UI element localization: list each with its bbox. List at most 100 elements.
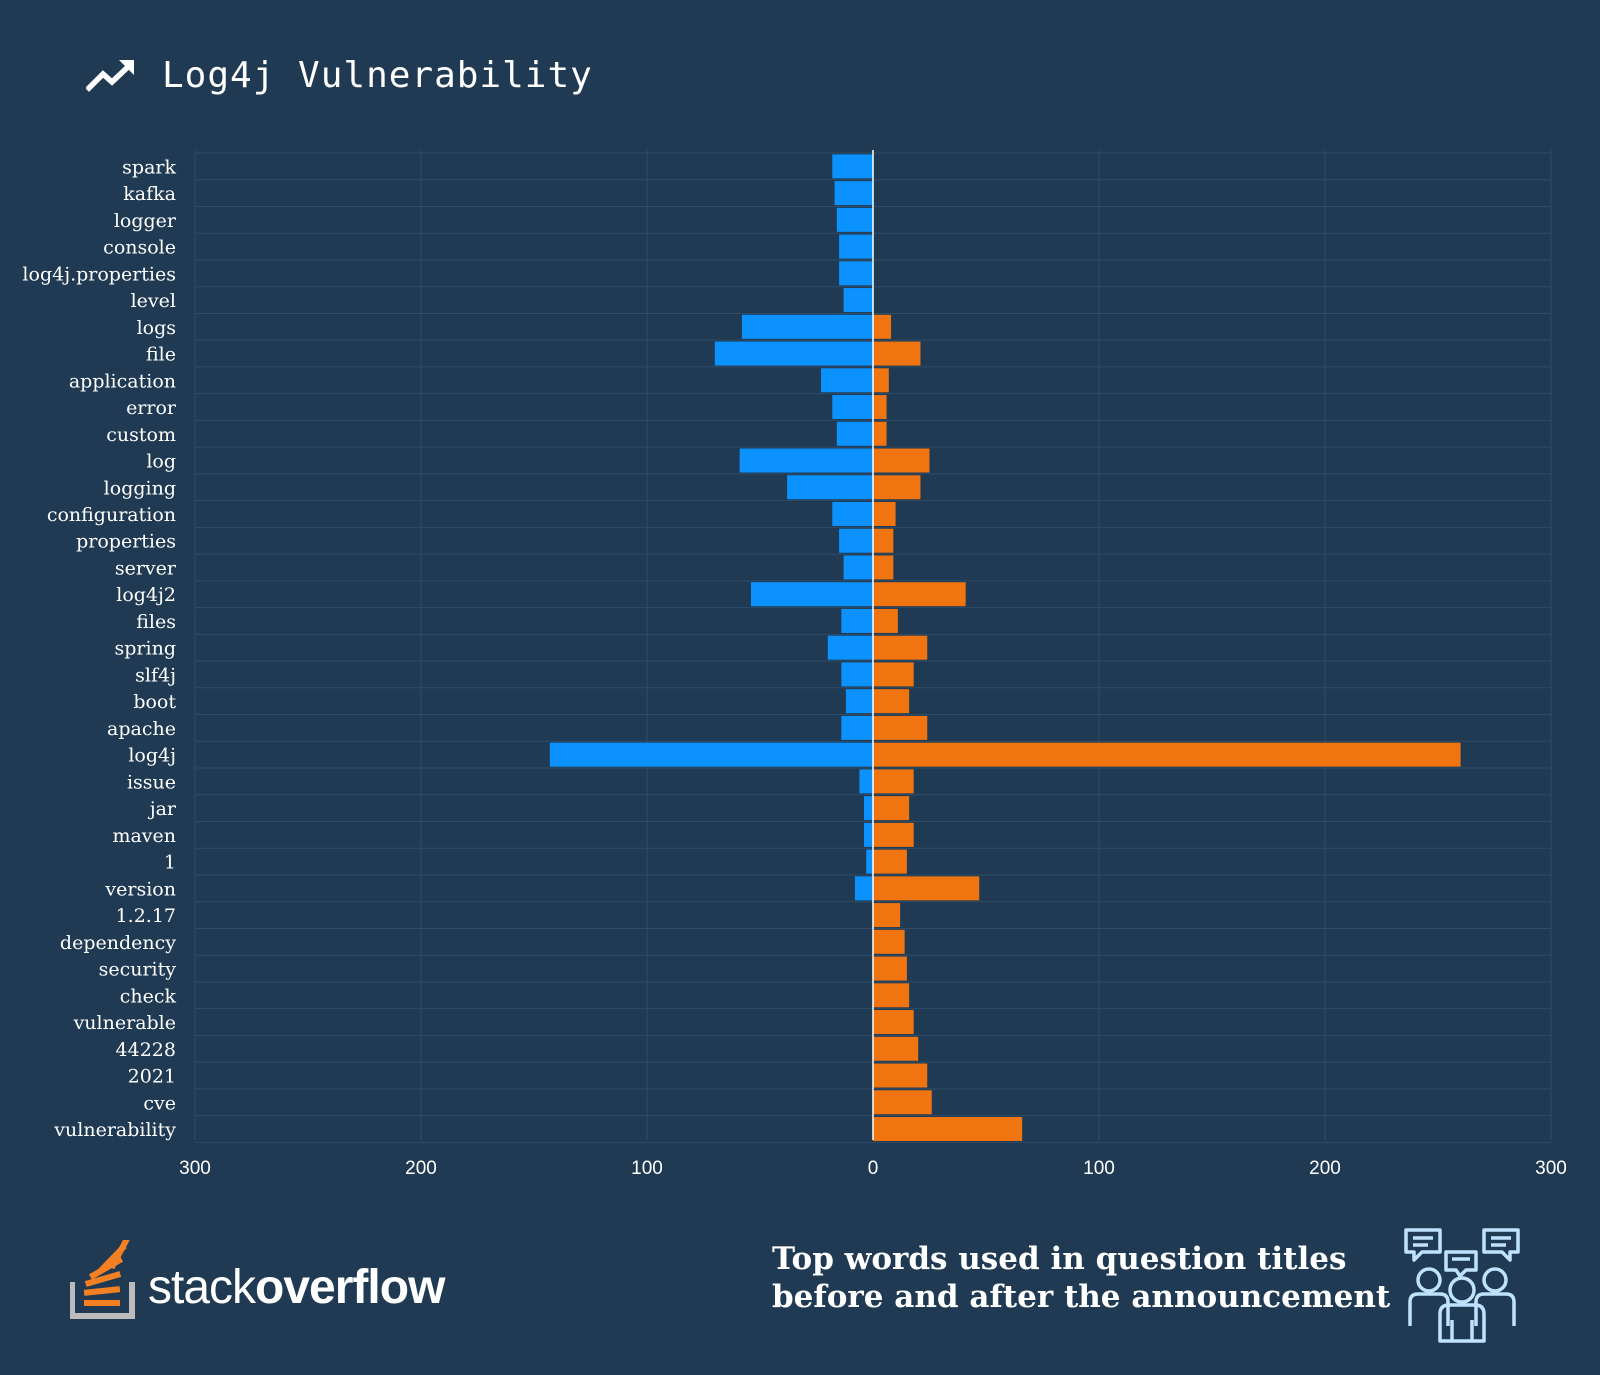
x-tick-label: 100	[1083, 1158, 1115, 1179]
x-tick-label: 200	[405, 1158, 437, 1179]
category-label: console	[103, 237, 176, 259]
bar-before-application	[821, 368, 873, 393]
category-label: check	[120, 985, 177, 1007]
category-label: 1	[164, 852, 176, 874]
bar-after-slf4j	[873, 662, 914, 687]
bar-before-apache	[841, 715, 873, 740]
category-label: spring	[115, 638, 176, 660]
bar-before-logs	[741, 314, 873, 339]
category-label: cve	[143, 1092, 176, 1114]
category-label: log	[146, 451, 176, 473]
chart-title: Log4j Vulnerability	[162, 54, 593, 96]
x-tick-label: 300	[179, 1158, 211, 1179]
stack-overflow-mark-icon	[70, 1240, 135, 1319]
stack-overflow-logo: stackoverflow	[70, 1240, 445, 1320]
bar-after-dependency	[873, 929, 905, 954]
bar-after-log4j2	[873, 582, 966, 607]
bar-after-vulnerability	[873, 1117, 1023, 1142]
bar-before-log4j2	[750, 582, 873, 607]
bar-before-boot	[845, 689, 873, 714]
bar-after-issue	[873, 769, 914, 794]
category-label: vulnerability	[53, 1119, 176, 1141]
category-label: 1.2.17	[116, 905, 176, 927]
bar-before-server	[843, 555, 873, 580]
bar-after-log	[873, 448, 930, 473]
bar-before-maven	[863, 822, 873, 847]
bar-after-custom	[873, 421, 887, 446]
bar-before-error	[832, 395, 873, 420]
category-label: boot	[133, 691, 176, 713]
x-tick-labels: 300 200 100 0 100 200 300	[179, 1158, 1567, 1179]
category-label: kafka	[123, 183, 176, 205]
category-label: level	[131, 290, 176, 312]
bar-before-console	[839, 234, 873, 259]
bar-before-log4j.properties	[839, 261, 873, 286]
chart-caption: Top words used in question titles before…	[772, 1240, 1390, 1316]
bar-after-file	[873, 341, 921, 366]
chart-header: Log4j Vulnerability	[86, 50, 593, 100]
bar-after-44228	[873, 1036, 919, 1061]
caption-line-1: Top words used in question titles	[772, 1241, 1347, 1277]
diverging-bar-chart: spark kafka logger console log4j.properties l…	[22, 150, 1567, 1179]
bar-before-spring	[827, 635, 873, 660]
bar-before-files	[841, 608, 873, 633]
bar-before-properties	[839, 528, 873, 553]
bar-after-logs	[873, 314, 892, 339]
x-tick-label: 200	[1309, 1158, 1341, 1179]
bar-before-log	[739, 448, 873, 473]
bar-after-1	[873, 849, 907, 874]
category-label: application	[69, 370, 176, 392]
category-label: maven	[112, 825, 176, 847]
bar-before-level	[843, 288, 873, 313]
bar-after-1.2.17	[873, 903, 901, 928]
bar-before-spark	[832, 154, 873, 179]
x-tick-label: 300	[1535, 1158, 1567, 1179]
category-label: slf4j	[135, 664, 176, 686]
category-label: spark	[122, 156, 176, 178]
bar-after-spring	[873, 635, 928, 660]
category-label: issue	[127, 771, 176, 793]
category-label: logging	[104, 477, 176, 499]
category-label: log4j.properties	[22, 263, 176, 285]
bar-after-boot	[873, 689, 910, 714]
bar-after-check	[873, 983, 910, 1008]
bar-before-1	[866, 849, 873, 874]
brand-wordmark: stackoverflow	[148, 1256, 445, 1320]
category-label: error	[126, 397, 177, 419]
category-label: jar	[148, 798, 177, 820]
bar-after-properties	[873, 528, 894, 553]
bar-before-logging	[787, 475, 873, 500]
bar-after-security	[873, 956, 907, 981]
category-label: configuration	[47, 504, 176, 526]
category-label: log4j2	[116, 584, 176, 606]
category-label: 44228	[116, 1039, 176, 1061]
bar-after-error	[873, 395, 887, 420]
bar-after-2021	[873, 1063, 928, 1088]
category-label: logs	[137, 317, 176, 339]
bar-after-vulnerable	[873, 1010, 914, 1035]
bar-after-logging	[873, 475, 921, 500]
category-labels: spark kafka logger console log4j.properties l…	[22, 156, 176, 1141]
category-label: server	[115, 557, 177, 579]
x-tick-label: 100	[631, 1158, 663, 1179]
category-label: custom	[106, 424, 176, 446]
bar-before-kafka	[834, 181, 873, 206]
bar-before-configuration	[832, 501, 873, 526]
category-label: apache	[107, 718, 176, 740]
category-label: file	[146, 344, 176, 366]
brand-bold: overflow	[255, 1261, 445, 1314]
bar-before-log4j	[549, 742, 873, 767]
bar-before-logger	[836, 207, 873, 232]
category-label: properties	[76, 531, 176, 553]
bar-before-version	[854, 876, 873, 901]
bar-before-custom	[836, 421, 873, 446]
bar-after-jar	[873, 796, 910, 821]
trend-up-icon	[86, 60, 134, 92]
category-label: version	[104, 878, 176, 900]
bar-after-server	[873, 555, 894, 580]
caption-line-2: before and after the announcement	[772, 1279, 1391, 1315]
category-label: logger	[114, 210, 177, 232]
bar-after-maven	[873, 822, 914, 847]
x-tick-label: 0	[868, 1158, 879, 1179]
category-label: 2021	[128, 1066, 176, 1088]
